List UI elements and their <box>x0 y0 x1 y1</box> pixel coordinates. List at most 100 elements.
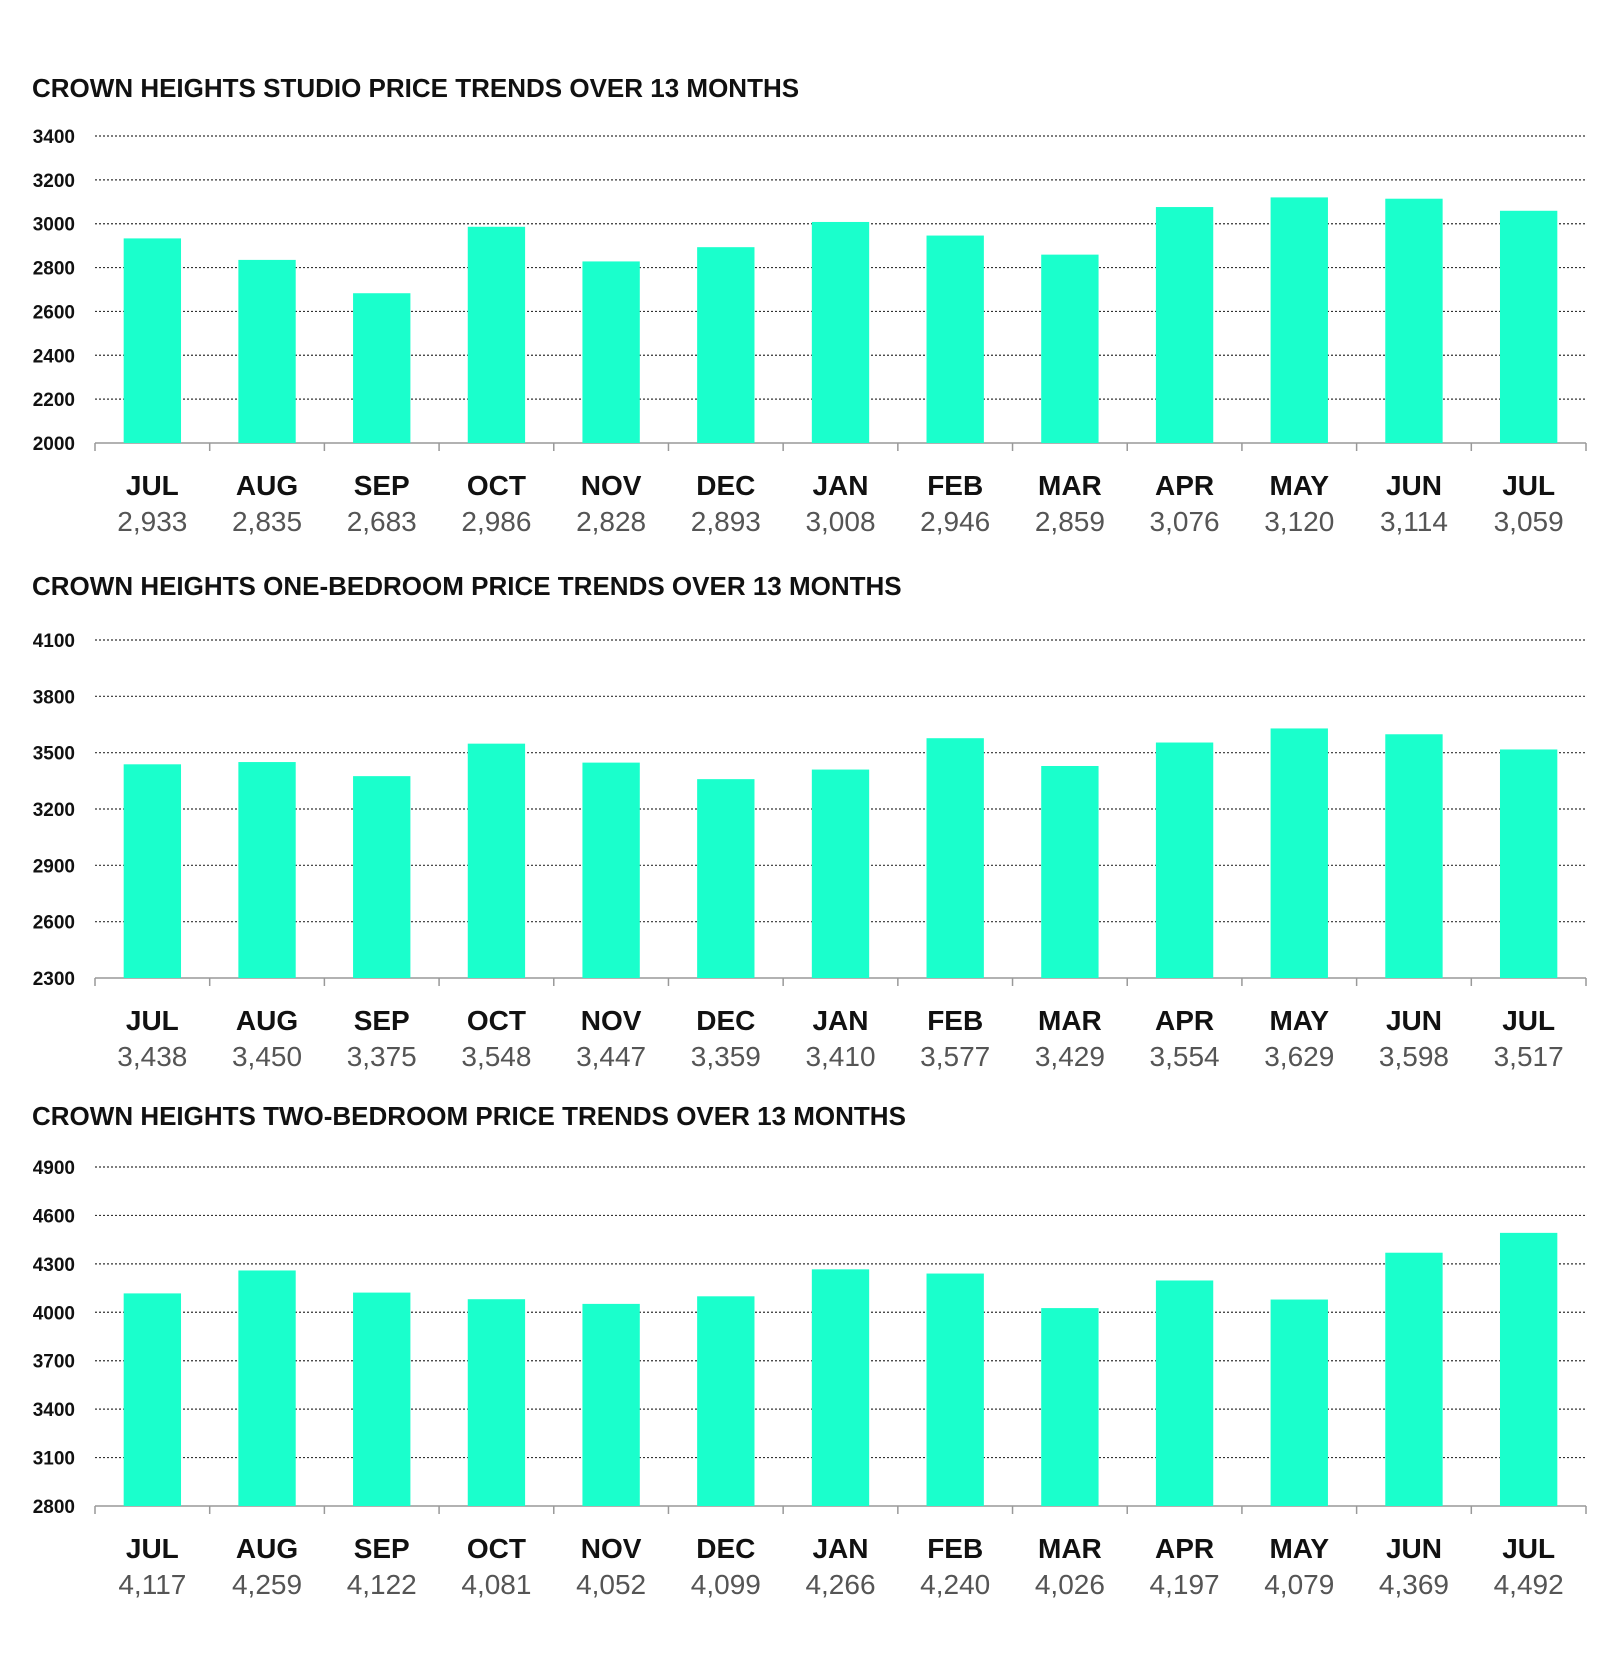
category-label: AUG <box>236 470 298 501</box>
value-label: 2,859 <box>1035 506 1105 537</box>
bar-sep-2 <box>353 1292 411 1506</box>
value-label: 4,052 <box>576 1569 646 1600</box>
category-label: JAN <box>812 1005 868 1036</box>
y-tick-label: 2400 <box>33 346 75 367</box>
bar-may-10 <box>1270 197 1328 443</box>
y-tick-label: 3200 <box>33 171 75 192</box>
category-label: JUN <box>1386 470 1442 501</box>
value-label: 2,835 <box>232 506 302 537</box>
chart-studio: CROWN HEIGHTS STUDIO PRICE TRENDS OVER 1… <box>32 73 1587 537</box>
bar-jan-6 <box>811 769 870 978</box>
value-label: 4,492 <box>1494 1569 1564 1600</box>
value-label: 3,375 <box>347 1041 417 1072</box>
bar-may-10 <box>1270 728 1328 978</box>
category-label: NOV <box>581 1005 642 1036</box>
category-label: JUL <box>1502 1533 1555 1564</box>
bar-nov-4 <box>582 261 640 443</box>
category-label: MAR <box>1038 470 1102 501</box>
value-label: 4,197 <box>1150 1569 1220 1600</box>
bar-aug-1 <box>238 1270 296 1506</box>
y-tick-label: 2300 <box>33 969 75 990</box>
value-label: 3,517 <box>1494 1041 1564 1072</box>
category-label: AUG <box>236 1533 298 1564</box>
bar-apr-9 <box>1155 1280 1214 1506</box>
bar-jan-6 <box>811 221 870 443</box>
value-label: 3,059 <box>1494 506 1564 537</box>
chart-one-bedroom: CROWN HEIGHTS ONE-BEDROOM PRICE TRENDS O… <box>32 571 1587 1072</box>
bar-dec-5 <box>697 779 755 978</box>
bar-dec-5 <box>697 1296 755 1506</box>
category-label: MAY <box>1269 1533 1329 1564</box>
y-tick-label: 4900 <box>33 1158 75 1179</box>
chart-title: CROWN HEIGHTS TWO-BEDROOM PRICE TRENDS O… <box>32 1101 906 1131</box>
category-label: JUN <box>1386 1533 1442 1564</box>
y-tick-label: 2200 <box>33 390 75 411</box>
value-label: 4,026 <box>1035 1569 1105 1600</box>
category-label: SEP <box>354 1533 410 1564</box>
bar-jul-0 <box>123 1293 182 1506</box>
value-label: 3,114 <box>1380 506 1448 537</box>
y-tick-label: 3400 <box>33 127 75 148</box>
category-label: DEC <box>696 1005 755 1036</box>
bar-jun-11 <box>1385 1252 1443 1506</box>
category-label: JUL <box>1502 470 1555 501</box>
bar-feb-7 <box>926 738 984 978</box>
bar-aug-1 <box>238 259 296 443</box>
y-tick-label: 3500 <box>33 744 75 765</box>
y-tick-label: 3700 <box>33 1352 75 1373</box>
category-label: MAY <box>1269 1005 1329 1036</box>
value-label: 4,117 <box>118 1569 186 1600</box>
value-label: 4,122 <box>347 1569 417 1600</box>
category-label: OCT <box>467 470 526 501</box>
category-label: MAR <box>1038 1005 1102 1036</box>
category-label: JUL <box>126 470 179 501</box>
bar-mar-8 <box>1041 1308 1099 1506</box>
category-label: OCT <box>467 1533 526 1564</box>
bar-oct-3 <box>467 226 526 443</box>
category-label: JUL <box>1502 1005 1555 1036</box>
bar-dec-5 <box>697 247 755 443</box>
value-label: 3,429 <box>1035 1041 1105 1072</box>
value-label: 3,598 <box>1379 1041 1449 1072</box>
value-label: 4,369 <box>1379 1569 1449 1600</box>
bar-jul-12 <box>1499 210 1558 443</box>
bar-apr-9 <box>1155 207 1214 443</box>
category-label: FEB <box>927 1533 983 1564</box>
category-label: JUN <box>1386 1005 1442 1036</box>
bar-jul-0 <box>123 238 182 443</box>
bar-feb-7 <box>926 1273 984 1506</box>
y-tick-label: 2600 <box>33 913 75 934</box>
value-label: 4,079 <box>1264 1569 1334 1600</box>
bar-may-10 <box>1270 1299 1328 1506</box>
y-tick-label: 3200 <box>33 800 75 821</box>
category-label: SEP <box>354 1005 410 1036</box>
value-label: 2,933 <box>117 506 187 537</box>
y-tick-label: 2900 <box>33 856 75 877</box>
value-label: 3,120 <box>1264 506 1334 537</box>
bar-jul-0 <box>123 764 182 978</box>
bar-jul-12 <box>1499 1232 1558 1506</box>
bar-apr-9 <box>1155 742 1214 978</box>
bar-sep-2 <box>353 293 411 443</box>
value-label: 3,447 <box>576 1041 646 1072</box>
y-tick-label: 3000 <box>33 215 75 236</box>
bar-jun-11 <box>1385 734 1443 978</box>
value-label: 3,450 <box>232 1041 302 1072</box>
value-label: 3,629 <box>1264 1041 1334 1072</box>
y-tick-label: 2600 <box>33 302 75 323</box>
value-label: 3,554 <box>1150 1041 1220 1072</box>
category-label: DEC <box>696 1533 755 1564</box>
chart-two-bedroom: CROWN HEIGHTS TWO-BEDROOM PRICE TRENDS O… <box>32 1101 1587 1600</box>
value-label: 3,577 <box>920 1041 990 1072</box>
category-label: APR <box>1155 1533 1214 1564</box>
value-label: 3,008 <box>805 506 875 537</box>
value-label: 2,683 <box>347 506 417 537</box>
category-label: APR <box>1155 470 1214 501</box>
category-label: JUL <box>126 1005 179 1036</box>
value-label: 3,076 <box>1150 506 1220 537</box>
chart-title: CROWN HEIGHTS ONE-BEDROOM PRICE TRENDS O… <box>32 571 902 601</box>
value-label: 4,099 <box>691 1569 761 1600</box>
category-label: NOV <box>581 1533 642 1564</box>
value-label: 3,410 <box>805 1041 875 1072</box>
